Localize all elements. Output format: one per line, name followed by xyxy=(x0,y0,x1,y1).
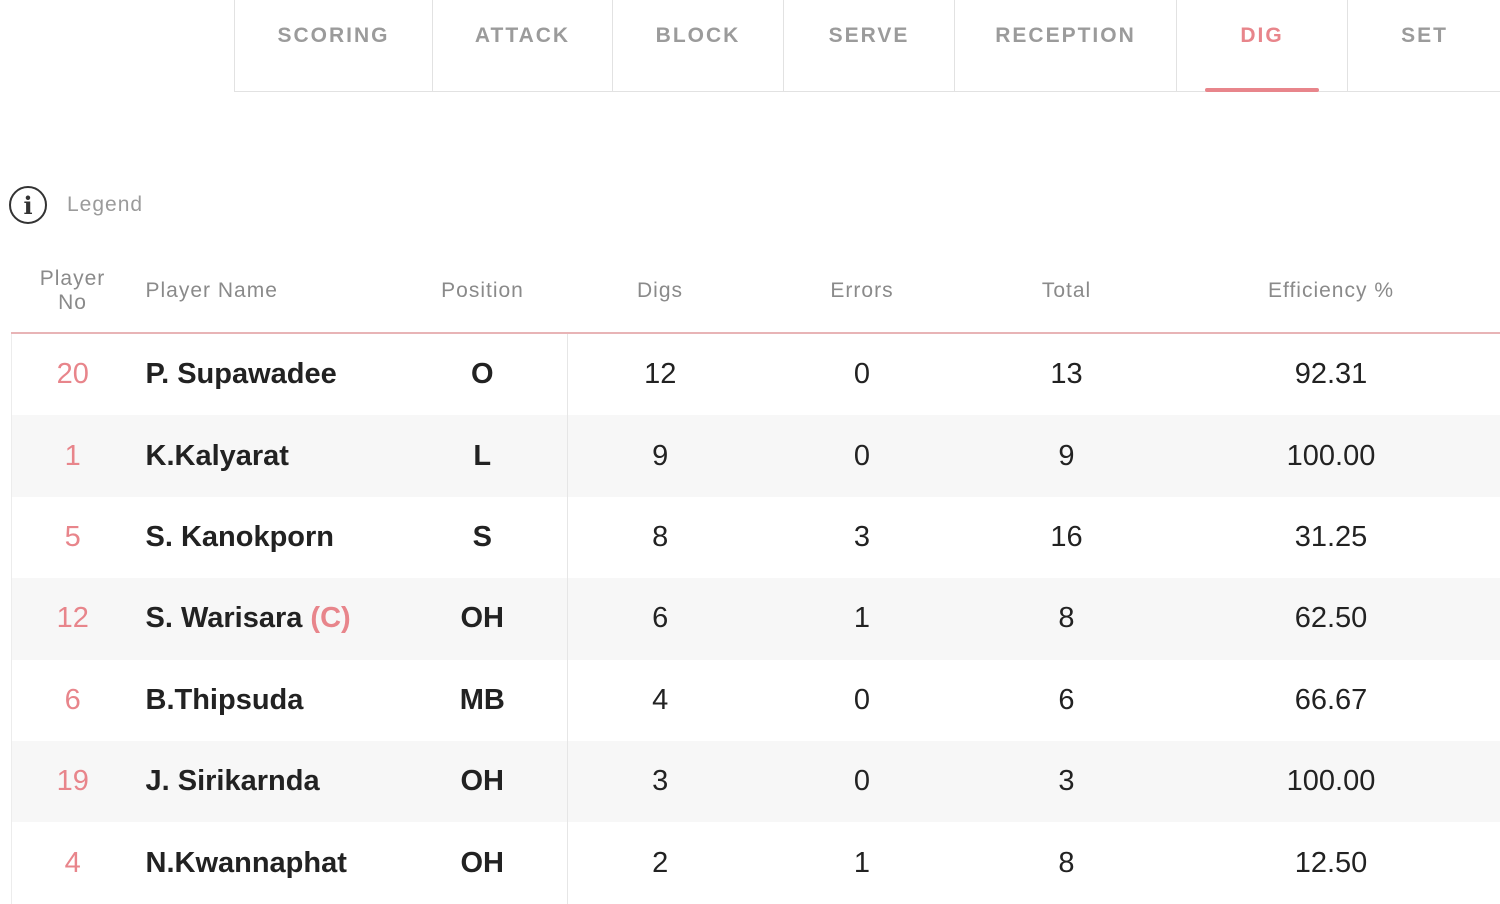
player-name-cell: N.Kwannaphat xyxy=(134,822,398,903)
digs-value: 8 xyxy=(568,497,753,578)
efficiency-value: 92.31 xyxy=(1162,333,1500,415)
digs-value: 3 xyxy=(568,741,753,822)
player-name[interactable]: P. Supawadee xyxy=(146,358,337,390)
header-digs[interactable]: Digs xyxy=(568,250,753,333)
player-position: OH xyxy=(398,822,568,903)
efficiency-value: 66.67 xyxy=(1162,660,1500,741)
table-row: 20 P. Supawadee O 12 0 13 92.31 xyxy=(12,333,1500,415)
table-header-row: Player No Player Name Position Digs Erro… xyxy=(12,250,1500,333)
tab-block[interactable]: BLOCK xyxy=(613,0,784,91)
efficiency-value: 31.25 xyxy=(1162,497,1500,578)
total-value: 3 xyxy=(972,741,1162,822)
header-errors[interactable]: Errors xyxy=(753,250,972,333)
player-number: 1 xyxy=(12,415,134,496)
digs-value: 2 xyxy=(568,822,753,903)
header-player-no-line2: No xyxy=(58,291,87,314)
player-number: 6 xyxy=(12,660,134,741)
player-name-cell: J. Sirikarnda xyxy=(134,741,398,822)
errors-value: 1 xyxy=(753,822,972,903)
header-position[interactable]: Position xyxy=(398,250,568,333)
tab-reception[interactable]: RECEPTION xyxy=(955,0,1177,91)
player-position: O xyxy=(398,333,568,415)
legend-label: Legend xyxy=(67,193,143,217)
digs-value: 9 xyxy=(568,415,753,496)
total-value: 13 xyxy=(972,333,1162,415)
digs-value: 4 xyxy=(568,660,753,741)
player-position: OH xyxy=(398,578,568,659)
player-name-cell: K.Kalyarat xyxy=(134,415,398,496)
digs-value: 6 xyxy=(568,578,753,659)
table-row: 4 N.Kwannaphat OH 2 1 8 12.50 xyxy=(12,822,1500,903)
tab-scoring[interactable]: SCORING xyxy=(235,0,433,91)
player-name-cell: B.Thipsuda xyxy=(134,660,398,741)
player-name-cell: S. Warisara(C) xyxy=(134,578,398,659)
captain-badge: (C) xyxy=(310,602,350,634)
tab-serve[interactable]: SERVE xyxy=(784,0,955,91)
table-row: 1 K.Kalyarat L 9 0 9 100.00 xyxy=(12,415,1500,496)
player-name[interactable]: S. Warisara xyxy=(146,602,303,634)
header-player-no[interactable]: Player No xyxy=(12,250,134,333)
efficiency-value: 100.00 xyxy=(1162,741,1500,822)
table-row: 19 J. Sirikarnda OH 3 0 3 100.00 xyxy=(12,741,1500,822)
player-number: 19 xyxy=(12,741,134,822)
tab-attack[interactable]: ATTACK xyxy=(433,0,613,91)
player-name[interactable]: J. Sirikarnda xyxy=(146,765,320,797)
dig-stats-table: Player No Player Name Position Digs Erro… xyxy=(11,250,1500,904)
stats-tab-bar: SCORING ATTACK BLOCK SERVE RECEPTION DIG… xyxy=(234,0,1500,92)
player-name-cell: S. Kanokporn xyxy=(134,497,398,578)
player-name[interactable]: B.Thipsuda xyxy=(146,684,304,716)
legend-toggle[interactable]: i Legend xyxy=(9,185,143,225)
player-name-cell: P. Supawadee xyxy=(134,333,398,415)
errors-value: 1 xyxy=(753,578,972,659)
total-value: 6 xyxy=(972,660,1162,741)
header-player-name[interactable]: Player Name xyxy=(134,250,398,333)
tab-set[interactable]: SET xyxy=(1348,0,1500,91)
player-number: 20 xyxy=(12,333,134,415)
player-number: 5 xyxy=(12,497,134,578)
info-icon: i xyxy=(9,186,47,224)
player-number: 4 xyxy=(12,822,134,903)
errors-value: 0 xyxy=(753,741,972,822)
efficiency-value: 12.50 xyxy=(1162,822,1500,903)
player-number: 12 xyxy=(12,578,134,659)
errors-value: 0 xyxy=(753,333,972,415)
table-row: 5 S. Kanokporn S 8 3 16 31.25 xyxy=(12,497,1500,578)
player-name[interactable]: N.Kwannaphat xyxy=(146,847,347,879)
tab-dig[interactable]: DIG xyxy=(1177,0,1348,91)
total-value: 8 xyxy=(972,578,1162,659)
player-position: MB xyxy=(398,660,568,741)
errors-value: 0 xyxy=(753,660,972,741)
table-row: 12 S. Warisara(C) OH 6 1 8 62.50 xyxy=(12,578,1500,659)
player-position: OH xyxy=(398,741,568,822)
player-position: L xyxy=(398,415,568,496)
header-efficiency[interactable]: Efficiency % xyxy=(1162,250,1500,333)
header-total[interactable]: Total xyxy=(972,250,1162,333)
header-player-no-line1: Player xyxy=(40,267,106,290)
errors-value: 0 xyxy=(753,415,972,496)
player-name[interactable]: K.Kalyarat xyxy=(146,440,289,472)
total-value: 16 xyxy=(972,497,1162,578)
efficiency-value: 100.00 xyxy=(1162,415,1500,496)
player-position: S xyxy=(398,497,568,578)
total-value: 8 xyxy=(972,822,1162,903)
digs-value: 12 xyxy=(568,333,753,415)
total-value: 9 xyxy=(972,415,1162,496)
efficiency-value: 62.50 xyxy=(1162,578,1500,659)
errors-value: 3 xyxy=(753,497,972,578)
table-row: 6 B.Thipsuda MB 4 0 6 66.67 xyxy=(12,660,1500,741)
player-name[interactable]: S. Kanokporn xyxy=(146,521,335,553)
